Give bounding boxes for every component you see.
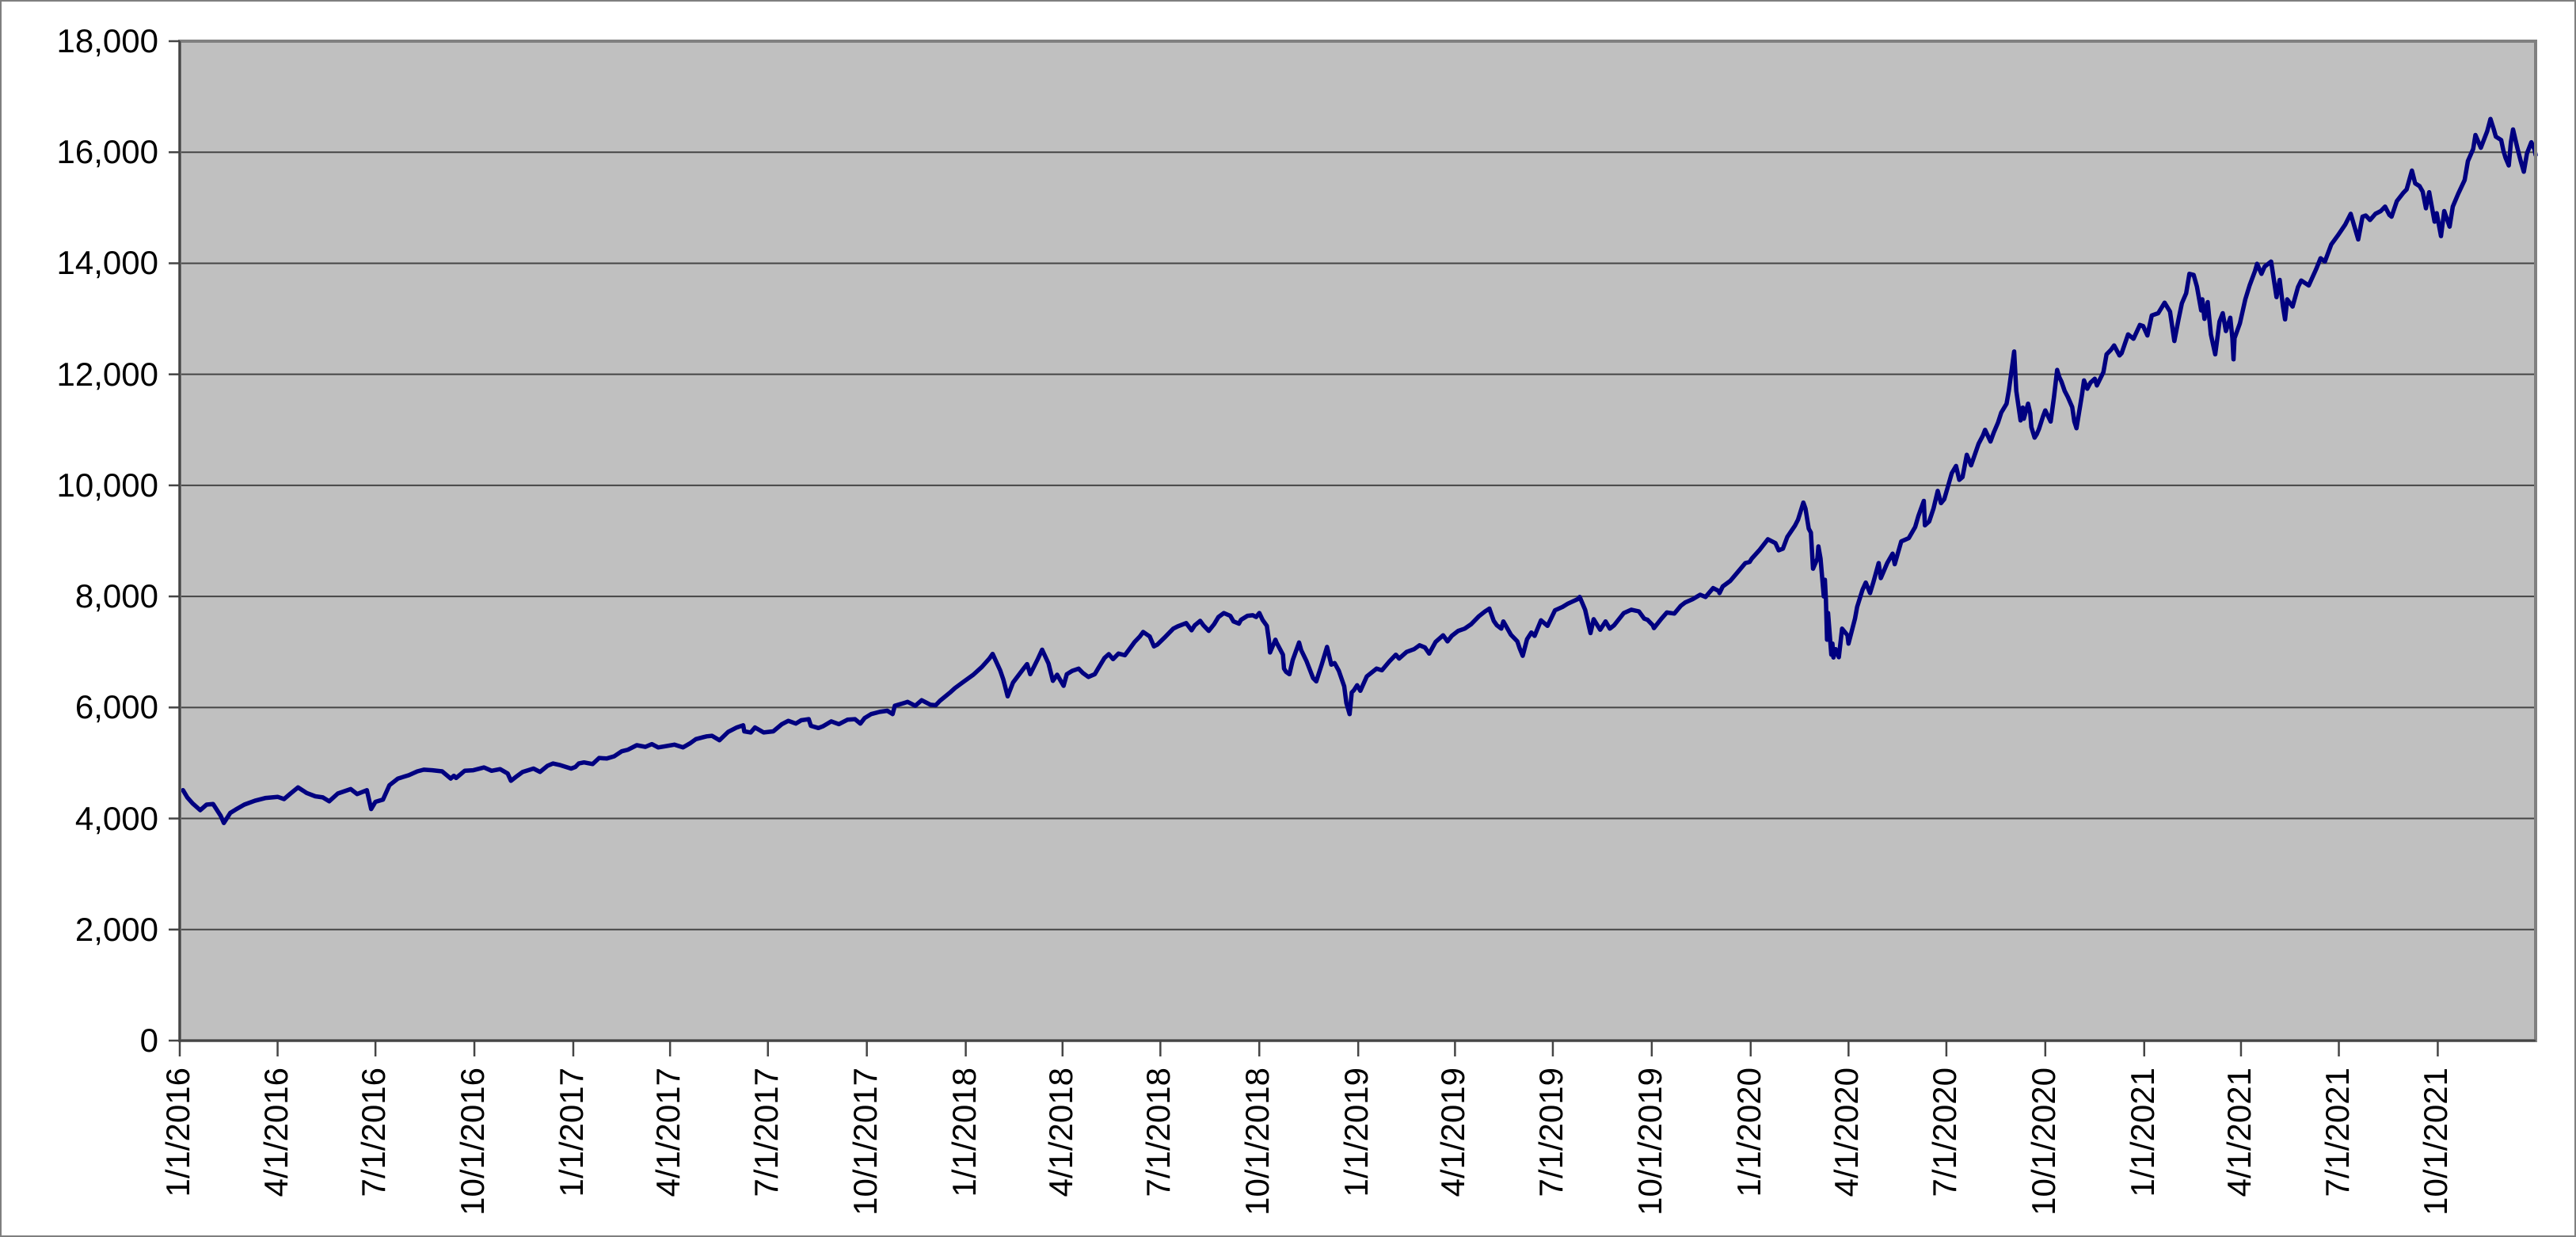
x-axis-label: 7/1/2019 [1532, 1068, 1570, 1197]
x-axis-label: 7/1/2018 [1140, 1068, 1178, 1197]
x-axis-label: 10/1/2020 [2024, 1068, 2062, 1216]
x-axis-label: 4/1/2017 [649, 1068, 687, 1197]
y-axis-label: 18,000 [56, 22, 158, 59]
x-axis-label: 10/1/2017 [846, 1068, 884, 1216]
y-axis-label: 16,000 [56, 133, 158, 171]
y-axis-label: 12,000 [56, 355, 158, 393]
x-axis-label: 1/1/2021 [2123, 1068, 2161, 1197]
y-axis-label: 4,000 [74, 799, 158, 837]
x-axis-label: 10/1/2021 [2417, 1068, 2455, 1216]
y-axis-label: 14,000 [56, 244, 158, 282]
x-axis-label: 1/1/2019 [1337, 1068, 1376, 1197]
x-axis-label: 7/1/2020 [1925, 1068, 1963, 1197]
x-axis-label: 1/1/2017 [552, 1068, 590, 1197]
x-axis-label: 7/1/2021 [2318, 1068, 2356, 1197]
x-axis-label: 1/1/2020 [1729, 1068, 1767, 1197]
x-axis-label: 10/1/2019 [1630, 1068, 1669, 1216]
y-axis-label: 8,000 [74, 577, 158, 615]
x-axis-label: 4/1/2019 [1434, 1068, 1472, 1197]
x-axis-label: 4/1/2018 [1041, 1068, 1079, 1197]
data-line-series [181, 116, 2538, 825]
x-axis-label: 10/1/2018 [1239, 1068, 1277, 1216]
y-axis-label: 2,000 [74, 910, 158, 948]
x-axis-label: 1/1/2018 [945, 1068, 983, 1197]
y-axis-label: 6,000 [74, 688, 158, 726]
y-axis-label: 10,000 [56, 466, 158, 504]
plot-area [180, 41, 2536, 1041]
x-axis-label: 4/1/2016 [257, 1068, 295, 1197]
y-axis-label: 0 [139, 1022, 158, 1059]
x-axis-label: 7/1/2017 [747, 1068, 785, 1197]
x-axis-label: 1/1/2016 [159, 1068, 196, 1197]
x-axis-label: 4/1/2020 [1828, 1068, 1866, 1197]
x-axis-label: 4/1/2021 [2220, 1068, 2258, 1197]
x-axis-label: 10/1/2016 [454, 1068, 492, 1216]
x-axis-label: 7/1/2016 [355, 1068, 393, 1197]
